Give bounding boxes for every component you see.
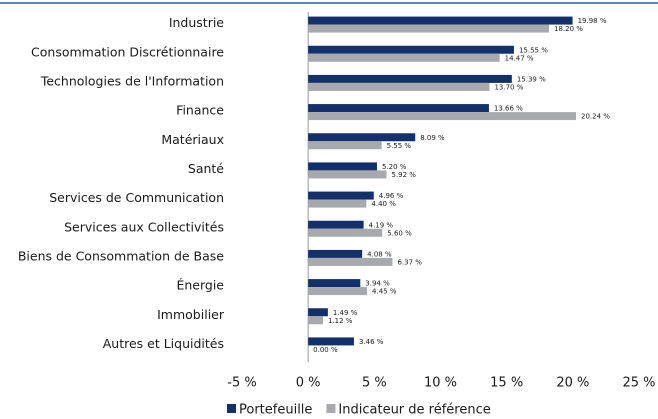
value-label: 15.39 % <box>517 75 546 83</box>
value-label: 18.20 % <box>554 25 583 33</box>
bar <box>308 308 328 317</box>
bar <box>308 45 514 54</box>
bar <box>308 199 367 208</box>
legend-swatch <box>326 404 336 413</box>
value-label: 1.12 % <box>328 317 353 325</box>
bar <box>308 220 364 229</box>
value-label: 1.49 % <box>333 309 358 317</box>
bar <box>308 24 550 33</box>
value-label: 13.70 % <box>494 83 523 91</box>
bar <box>308 170 387 179</box>
value-label: 8.09 % <box>420 134 445 142</box>
value-label: 19.98 % <box>578 17 607 25</box>
bar <box>308 104 489 113</box>
value-label: 5.55 % <box>387 142 412 150</box>
bar <box>308 112 577 121</box>
category-label: Matériaux <box>161 132 224 147</box>
bar <box>308 53 500 62</box>
x-tick-label: 20 % <box>556 376 589 391</box>
category-label: Biens de Consommation de Base <box>18 248 224 263</box>
category-label: Autres et Liquidités <box>103 336 224 351</box>
category-label: Énergie <box>176 278 224 293</box>
x-tick-label: -5 % <box>227 376 256 391</box>
value-label: 4.96 % <box>379 192 404 200</box>
value-label: 3.94 % <box>365 280 390 288</box>
x-tick-label: 10 % <box>424 376 457 391</box>
value-label: 3.46 % <box>359 338 384 346</box>
category-label: Santé <box>188 161 224 176</box>
value-label: 4.40 % <box>371 200 396 208</box>
legend-label: Portefeuille <box>239 403 312 418</box>
value-label: 5.20 % <box>382 163 407 171</box>
bar <box>308 133 416 142</box>
value-label: 14.47 % <box>505 54 534 62</box>
value-label: 5.60 % <box>387 229 412 237</box>
bar <box>308 82 490 91</box>
category-label: Consommation Discrétionnaire <box>31 44 224 59</box>
bar <box>308 162 377 171</box>
legend-label: Indicateur de référence <box>338 403 490 418</box>
bar <box>308 16 573 25</box>
value-label: 15.55 % <box>519 46 548 54</box>
bar <box>308 191 374 200</box>
x-tick-label: 25 % <box>622 376 655 391</box>
x-tick-label: 15 % <box>490 376 523 391</box>
category-label: Finance <box>176 103 224 118</box>
bar <box>308 316 323 325</box>
bar <box>308 74 512 83</box>
bar <box>308 287 368 296</box>
value-label: 13.66 % <box>494 105 523 113</box>
category-label: Industrie <box>169 15 224 30</box>
value-label: 4.19 % <box>369 221 394 229</box>
x-tick-label: 0 % <box>296 376 321 391</box>
bar <box>308 279 361 288</box>
bar <box>308 249 363 258</box>
value-label: 6.37 % <box>397 258 422 266</box>
bar <box>308 257 393 266</box>
category-label: Immobilier <box>157 307 225 322</box>
value-label: 4.08 % <box>367 250 392 258</box>
x-tick-label: 5 % <box>362 376 387 391</box>
value-label: 20.24 % <box>581 113 610 121</box>
legend-swatch <box>227 404 236 413</box>
bar <box>308 141 382 150</box>
value-label: 0.00 % <box>313 346 338 354</box>
bar <box>308 228 383 237</box>
category-label: Services aux Collectivités <box>64 219 224 234</box>
category-label: Technologies de l'Information <box>40 73 224 88</box>
category-label: Services de Communication <box>49 190 224 205</box>
bar <box>308 337 354 346</box>
value-label: 5.92 % <box>392 171 417 179</box>
value-label: 4.45 % <box>372 288 397 296</box>
